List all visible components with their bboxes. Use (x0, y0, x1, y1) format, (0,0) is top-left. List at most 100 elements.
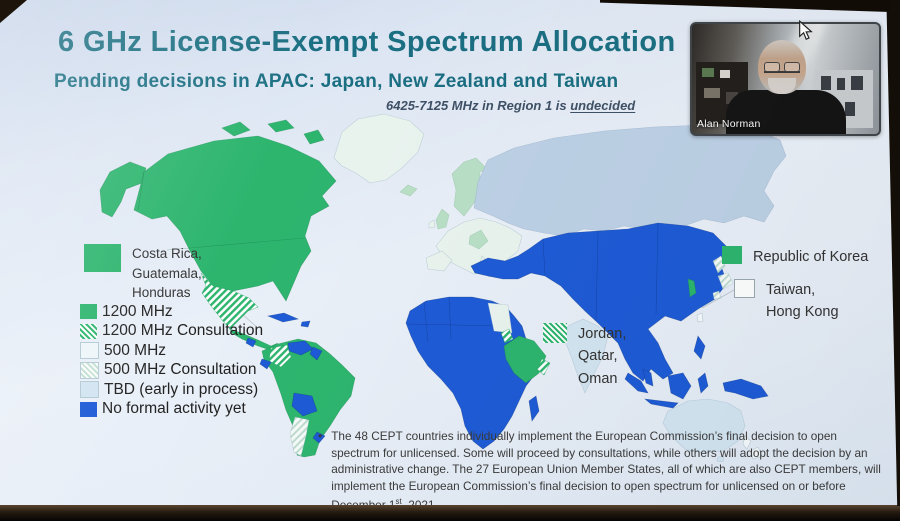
map-region-japan (717, 272, 734, 290)
map-region-malaysia (642, 368, 654, 387)
mouse-cursor-icon (799, 20, 813, 41)
legend-swatch-tbd (80, 381, 99, 399)
callout-line: Hong Kong (766, 304, 839, 321)
legend-swatch-500 (80, 342, 99, 360)
callout-swatch (543, 323, 567, 343)
map-region-bolivia (291, 392, 318, 417)
map-region-north-america (133, 135, 337, 302)
legend-item: 1200 MHz Consultation (80, 322, 263, 342)
map-region-arctic-islands (303, 129, 325, 145)
map-region-australia (662, 398, 746, 454)
callout-swatch (722, 246, 742, 264)
map-region-saudi-arabia (503, 335, 547, 384)
legend-item: 500 MHz (80, 341, 263, 361)
map-region-madagascar (528, 395, 540, 422)
map-region-new-zealand (742, 435, 752, 450)
legend-label: TBD (early in process) (104, 380, 259, 398)
legend-item: 1200 MHz (80, 302, 263, 322)
map-region-russia (473, 124, 787, 237)
footnote-text: The 48 CEPT countries individually imple… (331, 428, 886, 513)
map-region-nicaragua (245, 337, 257, 348)
callout-line: Honduras (132, 285, 191, 301)
region1-note-text: 6425-7125 MHz in Region 1 is (386, 98, 571, 113)
callout-text: Costa Rica, Guatemala, Honduras (132, 244, 202, 303)
callout-line: Qatar, (578, 348, 618, 365)
map-region-ecuador (259, 358, 272, 370)
legend-label: 500 MHz (104, 341, 167, 359)
slide-subtitle: Pending decisions in APAC: Japan, New Ze… (54, 71, 619, 92)
monitor-bezel-bottom (0, 505, 900, 521)
person-beard (768, 78, 796, 94)
map-region-korea (687, 278, 697, 298)
footnote: • The 48 CEPT countries individually imp… (318, 428, 886, 513)
footnote-superscript: st (395, 497, 402, 506)
legend-swatch-500-consultation (80, 361, 99, 379)
map-region-jordan (500, 328, 514, 344)
map-region-indonesia (624, 372, 649, 394)
map-region-philippines (693, 335, 706, 360)
legend-label: No formal activity yet (102, 400, 246, 418)
callout-text: Republic of Korea (753, 249, 869, 265)
legend-label: 1200 MHz (102, 302, 173, 320)
border-us-canada (166, 237, 305, 251)
map-region-uruguay (312, 431, 326, 444)
border-africa (407, 297, 503, 343)
map-region-asia (470, 222, 730, 382)
map-region-indonesia (667, 372, 692, 400)
webcam-video-window[interactable]: Alan Norman (690, 22, 881, 136)
region1-note: 6425-7125 MHz in Region 1 is undecided (386, 98, 635, 113)
callout-text: Taiwan, Hong Kong (766, 279, 839, 324)
callout-jordan-qatar-oman: Jordan, Qatar, Oman (543, 323, 626, 390)
world-map (72, 110, 794, 463)
callout-korea: Republic of Korea (722, 246, 868, 268)
map-region-india (564, 318, 609, 394)
slide-title: 6 GHz License-Exempt Spectrum Allocation (58, 26, 676, 58)
map-region-indonesia (697, 372, 709, 394)
legend-swatch-no-activity (80, 401, 97, 417)
map-region-taiwan (696, 312, 704, 323)
legend-swatch-1200 (80, 304, 97, 320)
legend-label: 1200 MHz Consultation (102, 322, 264, 340)
map-legend: 1200 MHz 1200 MHz Consultation 500 MHz 5… (80, 302, 263, 419)
callout-line: Taiwan, (766, 282, 816, 298)
callout-line: Costa Rica, (132, 246, 202, 261)
map-region-germany (468, 229, 489, 250)
border-alaska (137, 171, 145, 211)
callout-taiwan-hong-kong: Taiwan, Hong Kong (734, 279, 839, 324)
person-body (726, 90, 846, 134)
map-region-argentina (289, 416, 310, 457)
leader-taiwan (701, 289, 735, 309)
callout-swatch (734, 279, 755, 298)
callout-central-america: Costa Rica, Guatemala, Honduras (84, 244, 202, 303)
map-region-colombia (268, 344, 292, 368)
map-region-ireland (428, 219, 436, 229)
map-region-greenland (333, 113, 425, 184)
legend-label: 500 MHz Consultation (104, 361, 257, 379)
map-region-hispaniola (300, 320, 311, 328)
map-region-iberia (425, 250, 453, 272)
map-region-guyana (309, 346, 323, 361)
callout-line: Guatemala, (132, 265, 202, 281)
legend-item: No formal activity yet (80, 400, 263, 420)
map-region-oman (536, 358, 551, 376)
legend-swatch-1200-consultation (80, 323, 97, 339)
callout-swatch (84, 244, 121, 272)
callout-line: Oman (578, 370, 618, 387)
callout-line: Jordan, (578, 326, 627, 342)
region1-note-underlined: undecided (570, 98, 636, 113)
footnote-part1: The 48 CEPT countries individually imple… (331, 429, 881, 512)
legend-item: TBD (early in process) (80, 380, 263, 400)
map-region-iceland (399, 184, 418, 197)
map-region-papua-new-guinea (722, 378, 769, 400)
border-asia (542, 223, 659, 321)
callout-text: Jordan, Qatar, Oman (578, 323, 626, 390)
map-region-egypt (487, 302, 513, 334)
map-region-japan (712, 290, 722, 300)
map-region-cuba (266, 312, 300, 323)
map-region-arctic-islands (267, 119, 295, 133)
person-glasses (764, 62, 800, 73)
participant-name-label: Alan Norman (697, 118, 761, 130)
map-region-arctic-islands (221, 121, 251, 137)
map-region-mexico (200, 272, 259, 330)
